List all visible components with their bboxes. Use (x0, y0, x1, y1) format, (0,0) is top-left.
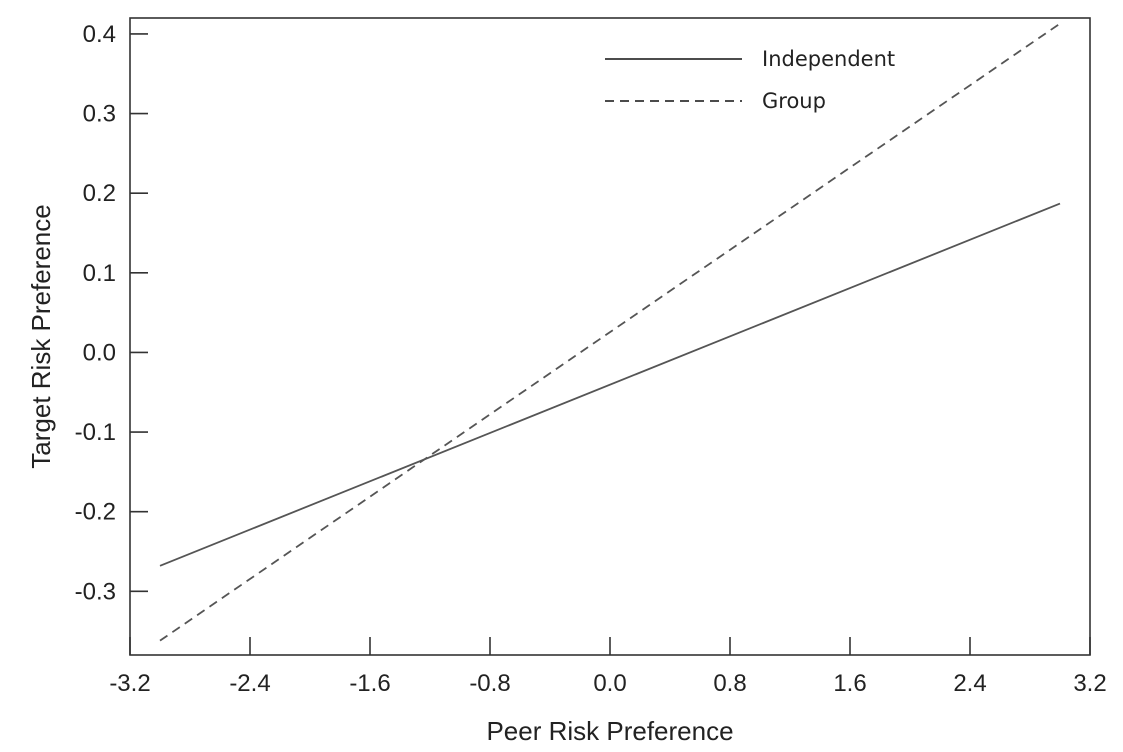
y-tick-label: 0.2 (83, 180, 116, 207)
series-lines (159, 22, 1061, 642)
y-tick-label: -0.3 (75, 578, 116, 605)
series-line-group (159, 22, 1061, 642)
x-tick-label: -2.4 (229, 670, 270, 697)
plot-frame (129, 17, 1091, 656)
axes: -3.2 -2.4 -1.6 -0.8 0.0 0.8 1.6 2.4 3.2 -0.3 -0.2 -… (75, 17, 1107, 697)
x-tick-label: 2.4 (953, 670, 986, 697)
y-tick-label: 0.3 (83, 101, 116, 128)
x-tick-label: -1.6 (349, 670, 390, 697)
x-tick-label: 1.6 (833, 670, 866, 697)
x-tick-label: -0.8 (469, 670, 510, 697)
y-tick-label: -0.2 (75, 499, 116, 526)
x-tick-label: -3.2 (109, 670, 150, 697)
y-tick-label: 0.0 (83, 339, 116, 366)
x-tick-label: 0.0 (593, 670, 626, 697)
y-tick-label: 0.4 (83, 21, 116, 48)
legend-label-group: Group (762, 89, 826, 113)
y-tick-label: 0.1 (83, 260, 116, 287)
y-tick-label: -0.1 (75, 419, 116, 446)
x-axis-title: Peer Risk Preference (486, 716, 733, 746)
x-tick-label: 3.2 (1073, 670, 1106, 697)
y-axis-title: Target Risk Preference (26, 204, 56, 468)
series-line-independent (159, 202, 1061, 567)
legend-label-independent: Independent (762, 47, 895, 71)
legend: Independent Group (605, 47, 895, 113)
x-tick-label: 0.8 (713, 670, 746, 697)
